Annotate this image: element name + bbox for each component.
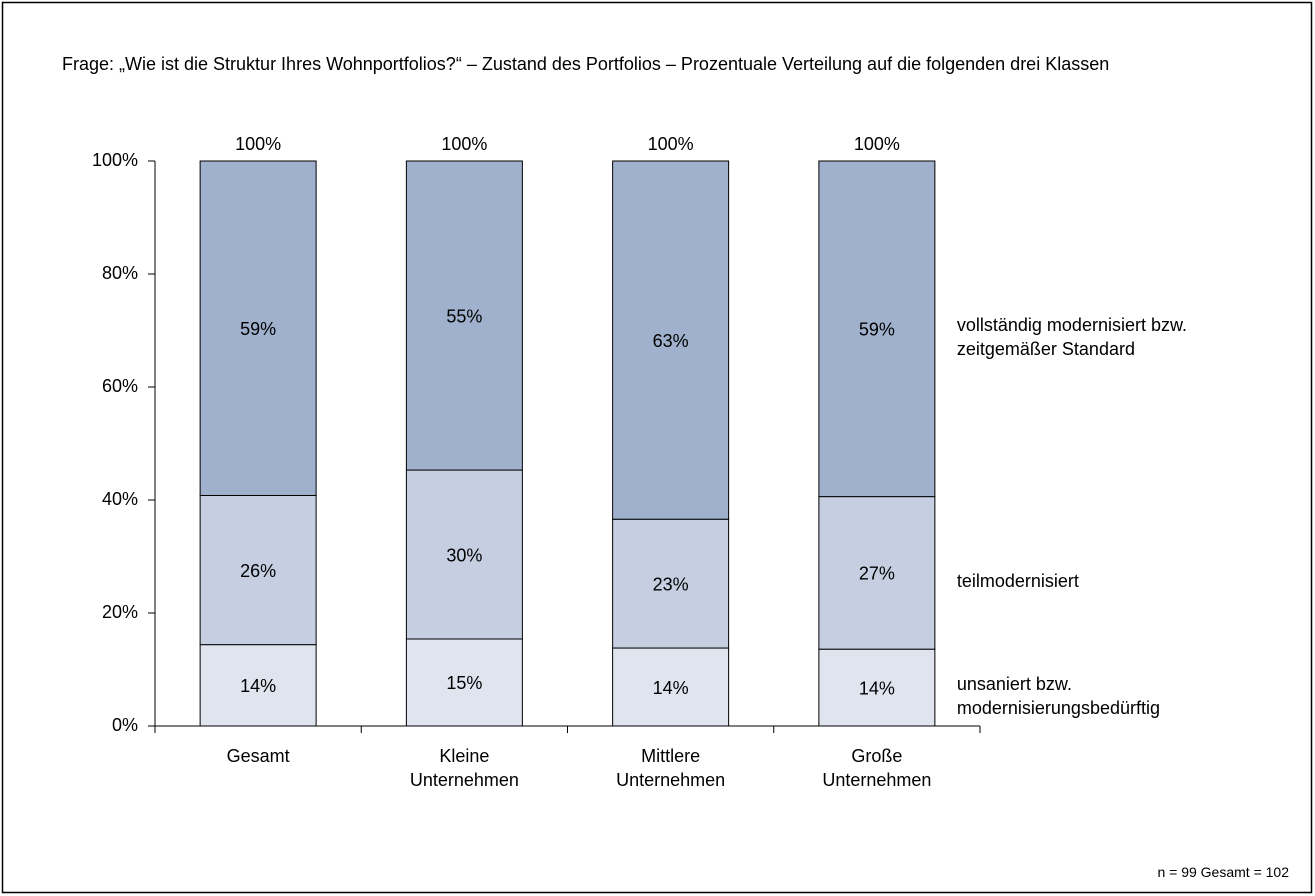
bar-segment: [405, 469, 523, 640]
bar-segment: [612, 518, 730, 649]
value-label: 30%: [446, 545, 482, 565]
value-label: 23%: [653, 574, 689, 594]
bar-segment: [199, 160, 317, 496]
x-tick-label: Kleine Unternehmen: [409, 746, 519, 790]
value-label: 59%: [240, 319, 276, 339]
x-tick-label: Große Unternehmen: [822, 746, 932, 790]
bar-segment: [199, 494, 317, 646]
legend-label: teilmodernisiert: [956, 570, 1079, 591]
footnote: n = 99 Gesamt = 102: [1157, 864, 1289, 880]
legend-label: unsaniert bzw. modernisierungsbedürftig: [956, 673, 1160, 718]
x-tick-label: Gesamt: [226, 746, 290, 766]
y-tick-label: 0%: [112, 715, 138, 735]
value-label: 59%: [859, 320, 895, 340]
bar-segment: [199, 644, 317, 727]
bar-segment: [818, 160, 936, 498]
value-label: 14%: [859, 678, 895, 698]
y-tick-label: 40%: [102, 489, 138, 509]
bar-segment: [405, 638, 523, 727]
y-tick-label: 80%: [102, 263, 138, 283]
chart-title: Frage: „Wie ist die Struktur Ihres Wohnp…: [62, 54, 1110, 74]
legend-label: vollständig modernisiert bzw. zeitgemäße…: [956, 314, 1187, 359]
total-label: 100%: [648, 134, 694, 154]
y-tick-label: 20%: [102, 602, 138, 622]
total-label: 100%: [441, 134, 487, 154]
bar-segment: [612, 647, 730, 727]
y-tick-label: 60%: [102, 376, 138, 396]
value-label: 14%: [653, 678, 689, 698]
bar-segment: [612, 160, 730, 520]
value-label: 14%: [240, 676, 276, 696]
value-label: 55%: [446, 306, 482, 326]
y-tick-label: 100%: [92, 150, 138, 170]
value-label: 63%: [653, 331, 689, 351]
bar-segment: [818, 496, 936, 650]
total-label: 100%: [854, 134, 900, 154]
bar-segment: [818, 648, 936, 727]
total-label: 100%: [235, 134, 281, 154]
x-tick-label: Mittlere Unternehmen: [616, 746, 726, 790]
value-label: 26%: [240, 561, 276, 581]
value-label: 27%: [859, 564, 895, 584]
value-label: 15%: [446, 673, 482, 693]
bar-segment: [405, 160, 523, 471]
